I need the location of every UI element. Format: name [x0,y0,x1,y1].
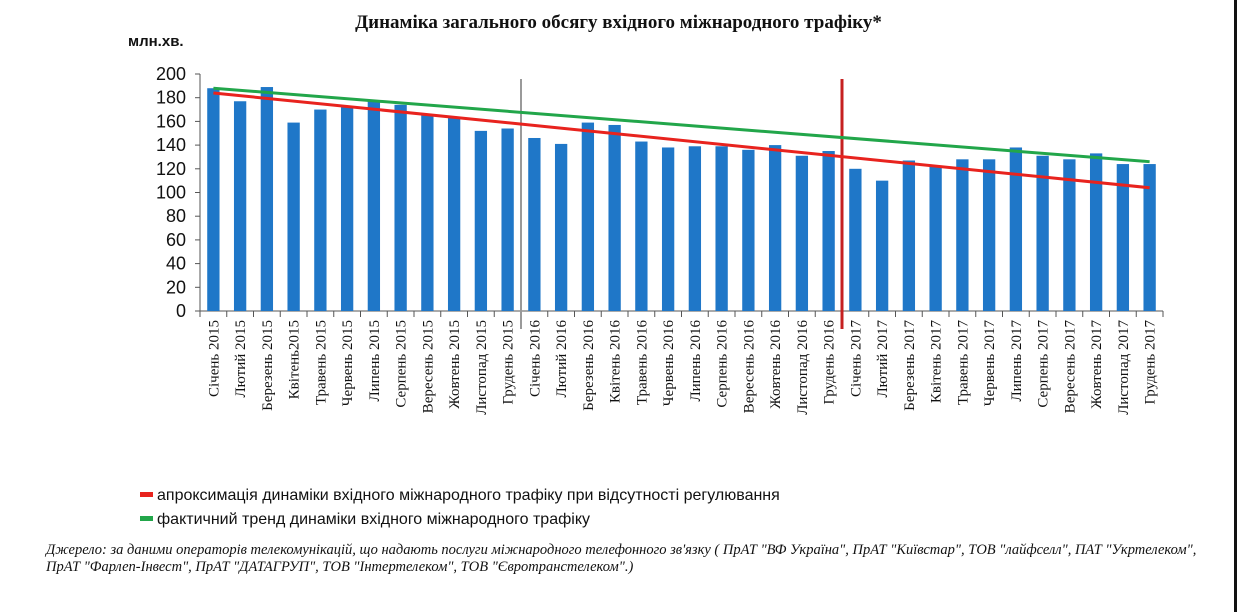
legend-item-approximation: апроксимація динаміки вхідного міжнародн… [140,487,780,505]
x-tick-label: Лютий 2017 [875,320,891,398]
bar [929,166,942,311]
bar [581,122,595,312]
x-tick-label: Січень 2017 [848,320,864,397]
bar [1063,159,1076,311]
x-tick-label: Жовтень 2016 [768,320,784,409]
bar [314,109,327,311]
x-tick-label: Вересень 2015 [420,320,436,413]
bar [768,145,782,311]
trend-line [213,91,1150,190]
bar [902,160,916,311]
x-tick-label: Березень 2016 [581,320,597,411]
y-tick-label: 200 [156,64,186,84]
y-tick-label: 120 [156,159,186,179]
x-tick-label: Березень 2017 [902,320,918,411]
y-tick-label: 40 [166,254,186,274]
x-tick-label: Жовтень 2017 [1089,320,1105,409]
x-tick-label: Липень 2015 [367,320,383,402]
x-tick-label: Серпень 2016 [715,320,731,408]
x-tick-label: Січень 2016 [527,320,543,397]
bar [1143,164,1156,311]
bar [421,115,434,311]
y-tick-label: 60 [166,230,186,250]
x-tick-label: Листопад 2015 [474,320,490,415]
bar [982,159,996,311]
x-tick-label: Вересень 2017 [1062,320,1078,414]
x-tick-label: Квітень2015 [287,320,303,399]
bar [207,88,220,311]
bar [447,117,461,311]
x-tick-label: Грудень 2015 [501,320,517,405]
x-tick-label: Червень 2016 [661,320,677,407]
x-tick-label: Грудень 2016 [822,320,838,405]
legend-label-approximation: апроксимація динаміки вхідного міжнародн… [157,487,780,504]
x-tick-label: Березень 2015 [260,320,276,411]
bar [1116,164,1130,311]
bar [822,151,835,311]
bar [608,124,621,311]
x-tick-label: Січень 2015 [206,320,222,397]
y-tick-label: 0 [176,301,186,321]
bar [742,149,755,311]
x-tick-label: Квітень 2017 [929,320,945,404]
x-tick-label: Липень 2016 [688,320,704,402]
bar [394,104,407,311]
bar [287,122,300,312]
legend-swatch-green [140,516,153,522]
y-axis-unit-label: млн.хв. [128,33,184,50]
bar [1036,155,1049,311]
bar [1009,147,1023,311]
bar [956,159,969,311]
bar [661,147,675,311]
x-tick-label: Червень 2015 [340,320,356,406]
bar [688,146,702,311]
x-tick-label: Листопад 2017 [1116,320,1132,415]
y-tick-label: 140 [156,135,186,155]
x-tick-label: Квітень 2016 [608,320,624,404]
x-tick-label: Грудень 2017 [1143,320,1159,405]
x-tick-label: Травень 2015 [313,320,329,405]
bar [875,180,889,311]
bar [340,107,354,312]
x-tick-label: Травень 2016 [634,320,650,406]
x-tick-label: Серпень 2017 [1036,320,1052,408]
bar [233,101,247,311]
trend-line [213,86,1150,164]
x-tick-label: Листопад 2016 [795,320,811,415]
x-tick-label: Серпень 2015 [394,320,410,408]
y-tick-label: 160 [156,111,186,131]
bar [715,146,728,311]
bar [260,87,274,311]
bar [554,143,568,311]
bar [367,101,381,311]
x-tick-label: Лютий 2016 [554,320,570,398]
legend-swatch-red [140,492,153,498]
y-tick-label: 100 [156,183,186,203]
y-tick-label: 20 [166,277,186,297]
bar [795,155,809,311]
bar [474,130,488,311]
bar [1089,153,1103,311]
x-tick-label: Червень 2017 [982,320,998,407]
x-tick-label: Жовтень 2015 [447,320,463,409]
chart-title: Динаміка загального обсягу вхідного міжн… [355,12,882,33]
legend-label-actual-trend: фактичний тренд динаміки вхідного міжнар… [157,511,590,528]
bar-chart: 0 20 40 60 80 100 120 140 160 180 200 Січень 2015 Лю… [156,64,1164,415]
right-border-rule [1234,0,1237,612]
bar [528,137,541,311]
bar [501,128,514,311]
y-tick-label: 80 [166,206,186,226]
bar [635,141,648,311]
legend-item-actual-trend: фактичний тренд динаміки вхідного міжнар… [140,511,590,529]
x-tick-label: Лютий 2015 [233,320,249,398]
bar [849,168,862,311]
x-tick-label: Вересень 2016 [741,320,757,414]
source-note: Джерело: за даними операторів телекомуні… [46,542,1197,575]
y-tick-label: 180 [156,88,186,108]
x-tick-label: Травень 2017 [955,320,971,406]
x-tick-label: Липень 2017 [1009,320,1025,402]
